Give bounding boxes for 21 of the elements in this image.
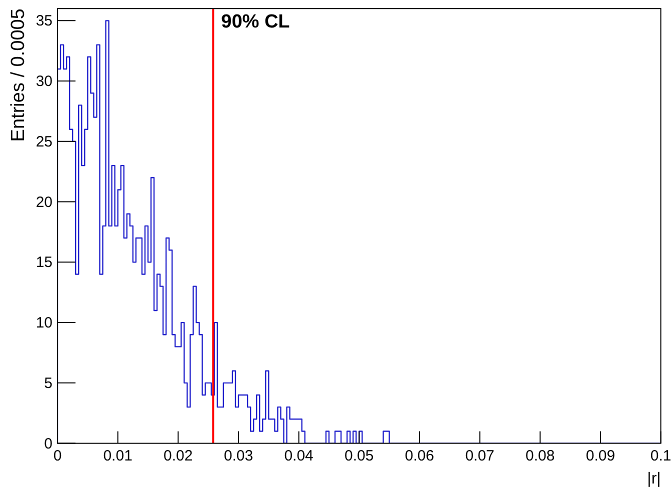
x-tick-label: 0.09 [586, 447, 616, 464]
y-axis-title: Entries / 0.0005 [8, 8, 29, 142]
x-tick-label: 0.01 [103, 447, 132, 464]
y-tick-label: 20 [36, 194, 52, 211]
y-tick-label: 5 [44, 374, 52, 392]
y-tick-label: 25 [36, 133, 52, 150]
x-tick-label: 0.05 [344, 447, 374, 464]
y-tick-label: 0 [44, 435, 52, 452]
x-tick-label: 0.1 [650, 447, 672, 464]
y-tick-label: 30 [36, 73, 52, 90]
x-tick-label: 0.08 [526, 447, 555, 464]
x-tick-label: 0.06 [404, 447, 434, 464]
x-tick-label: 0.03 [224, 447, 254, 464]
x-axis-title: |r| [647, 470, 661, 488]
ref-line-label: 90% CL [221, 12, 290, 33]
y-tick-label: 15 [36, 254, 52, 272]
x-tick-label: 0.04 [284, 447, 314, 464]
x-tick-label: 0.07 [465, 447, 494, 464]
y-tick-label: 10 [36, 314, 52, 332]
y-tick-label: 35 [36, 12, 52, 30]
x-tick-label: 0.02 [164, 447, 193, 464]
